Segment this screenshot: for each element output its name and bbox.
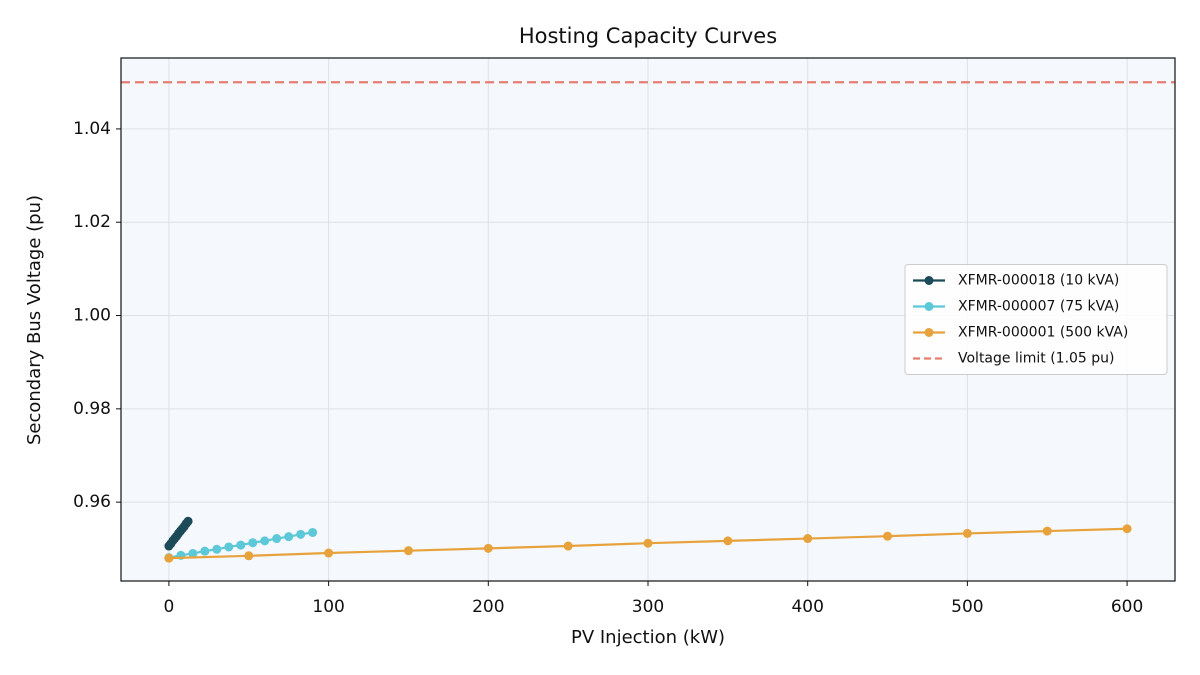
plot-frame xyxy=(120,57,1176,582)
point xyxy=(188,548,198,558)
point xyxy=(563,541,573,551)
x-tick-label: 300 xyxy=(632,597,664,617)
legend-box xyxy=(904,264,1168,375)
legend-label: XFMR-000018 (10 kVA) xyxy=(958,273,1119,289)
point xyxy=(248,538,258,548)
point xyxy=(883,531,893,541)
legend: XFMR-000018 (10 kVA) XFMR-000007 (75 kVA)… xyxy=(904,264,1168,375)
point xyxy=(224,542,234,552)
legend-label: Voltage limit (1.05 pu) xyxy=(958,351,1115,367)
y-tick-label: 0.96 xyxy=(73,492,111,512)
point xyxy=(308,527,318,537)
point xyxy=(483,543,493,553)
point xyxy=(164,553,174,563)
legend-marker xyxy=(924,276,934,285)
legend-marker xyxy=(924,328,934,337)
point xyxy=(272,534,282,544)
point xyxy=(403,546,413,556)
y-tick-label: 1.04 xyxy=(73,119,111,139)
legend-label: XFMR-000007 (75 kVA) xyxy=(958,299,1119,315)
point xyxy=(284,532,294,542)
legend-marker xyxy=(924,302,934,311)
x-tick-label: 100 xyxy=(312,597,344,617)
x-axis-label: PV Injection (kW) xyxy=(571,627,725,648)
point xyxy=(244,551,254,561)
y-tick-label: 1.00 xyxy=(73,306,111,326)
x-tick-label: 200 xyxy=(472,597,504,617)
point xyxy=(1042,526,1052,536)
point xyxy=(962,528,972,538)
point xyxy=(296,529,306,539)
y-axis-label: Secondary Bus Voltage (pu) xyxy=(24,195,45,445)
y-tick-label: 0.98 xyxy=(73,399,111,419)
point xyxy=(260,536,270,546)
y-tick-label: 1.02 xyxy=(73,212,111,232)
point xyxy=(803,534,813,544)
point xyxy=(324,548,334,558)
x-tick-label: 0 xyxy=(163,597,174,617)
point xyxy=(643,538,653,548)
point xyxy=(183,516,193,526)
point xyxy=(723,536,733,546)
x-tick-label: 600 xyxy=(1111,597,1143,617)
point xyxy=(236,540,246,550)
x-tick-label: 500 xyxy=(951,597,983,617)
x-tick-label: 400 xyxy=(791,597,823,617)
legend-label: XFMR-000001 (500 kVA) xyxy=(958,325,1128,341)
point xyxy=(212,544,222,554)
point xyxy=(1122,524,1132,534)
point xyxy=(200,546,210,556)
chart-title: Hosting Capacity Curves xyxy=(519,24,777,48)
